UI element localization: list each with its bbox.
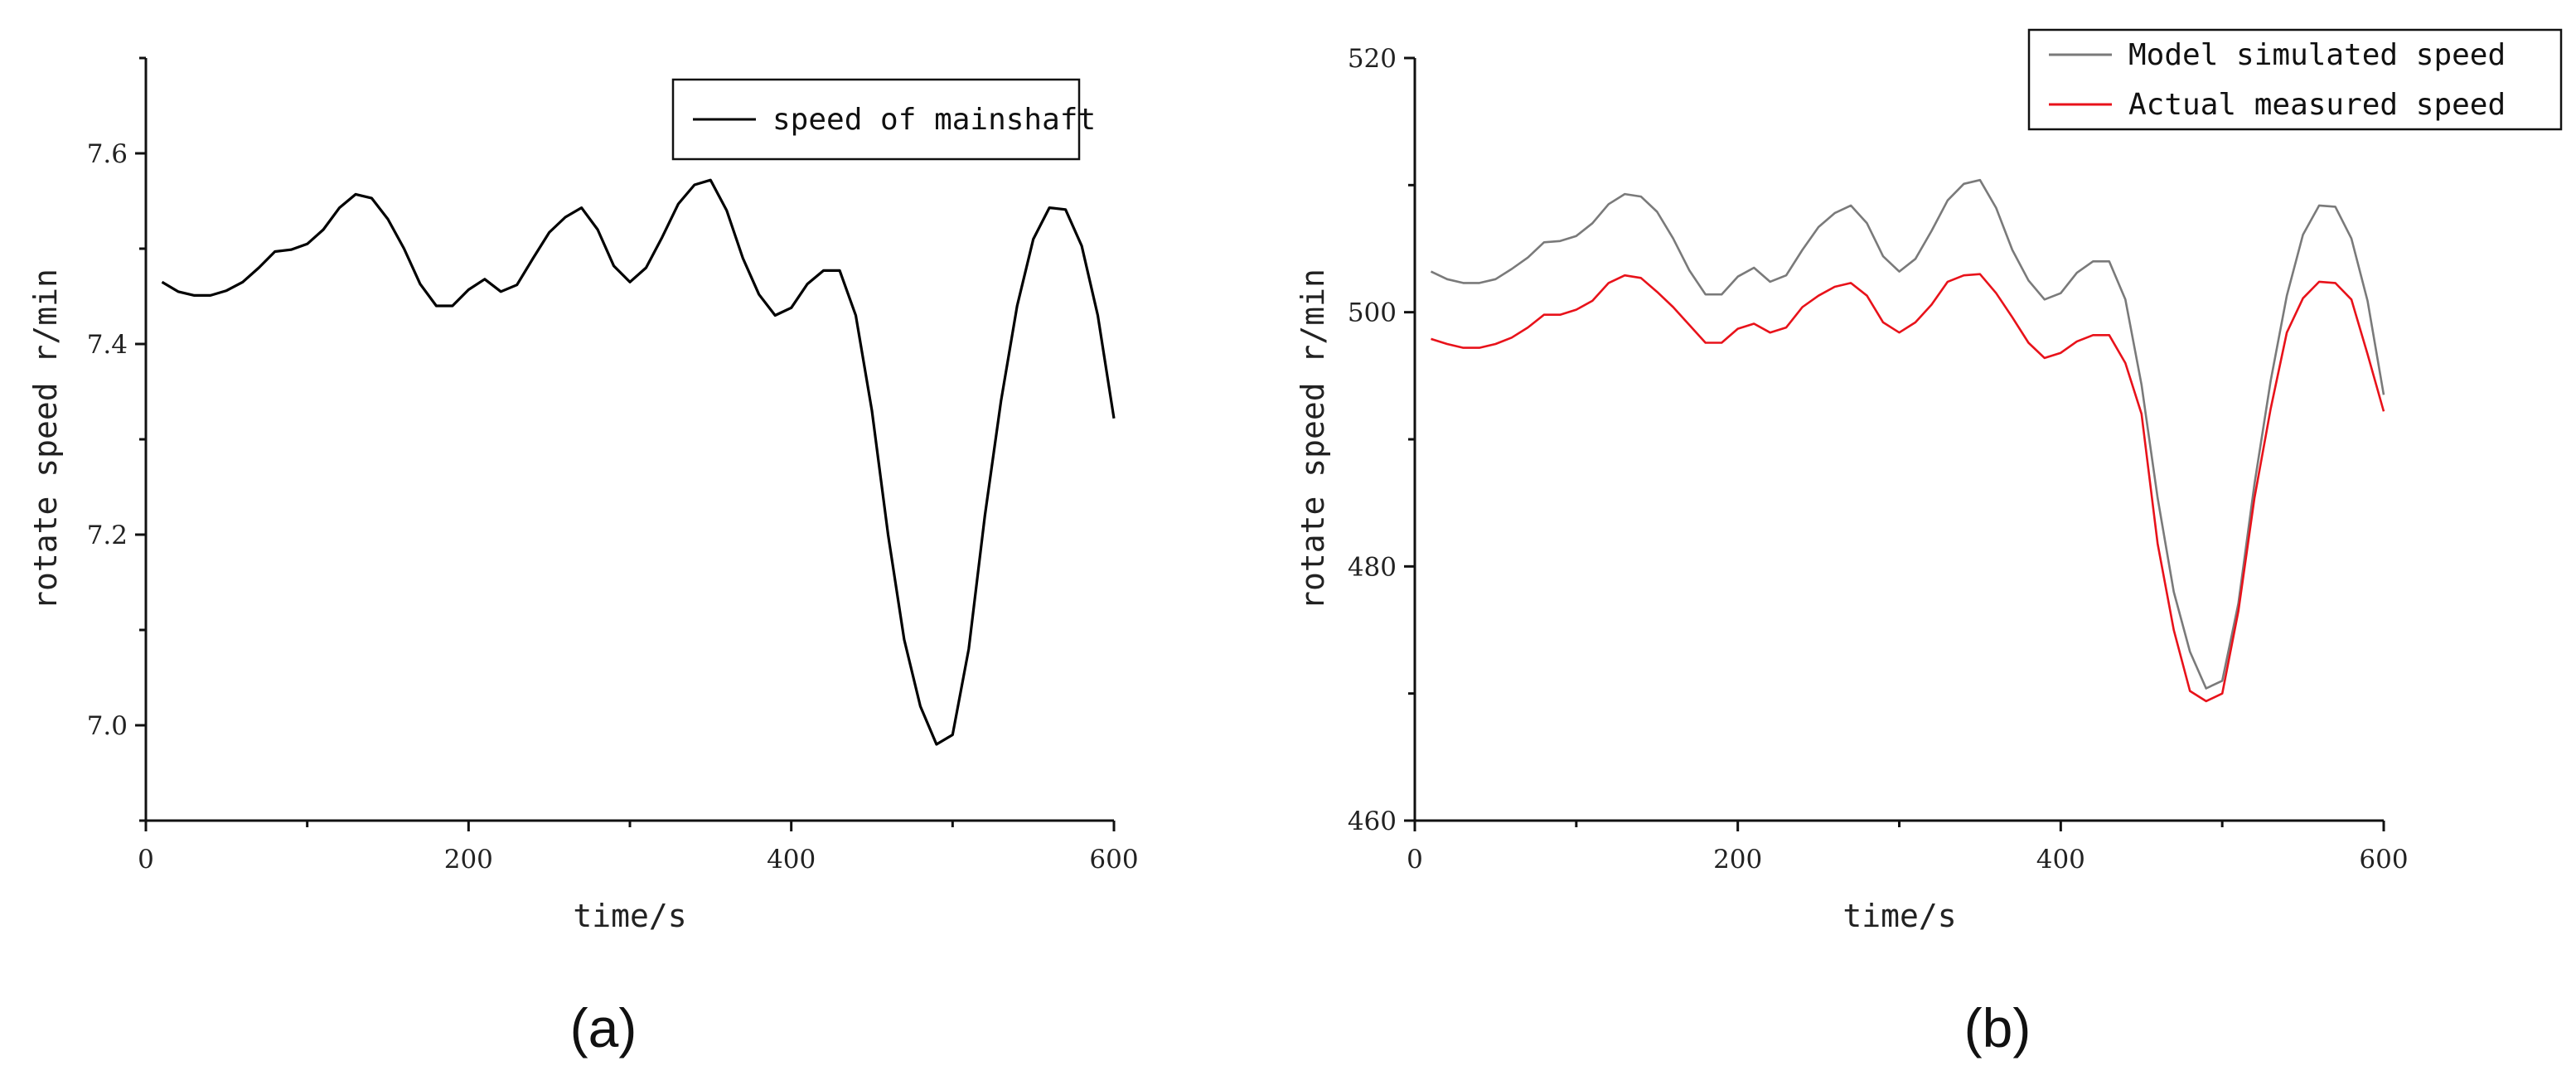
x-tick-label-a: 400 [767,845,816,874]
x-tick-label-a: 600 [1089,845,1138,874]
axes-a [135,56,1116,831]
chart-panel-a: 0 200 400 600 7.0 7.2 7.4 7.6 time/s rotate spe… [27,56,1139,1059]
tick-labels-b: 0 200 400 600 460 480 500 520 [1348,44,2409,874]
y-tick-label-a: 7.4 [87,330,128,360]
x-tick-label-a: 200 [444,845,493,874]
x-axis-title-b: time/s [1842,898,1956,934]
tick-labels-a: 0 200 400 600 7.0 7.2 7.4 7.6 [87,139,1139,874]
panel-label-b: (b) [1964,997,2031,1059]
x-tick-label-b: 200 [1713,845,1762,874]
y-axis-title-a: rotate speed r/min [27,269,64,610]
chart-panel-b: 0 200 400 600 460 480 500 520 time/s rotate spe… [1295,28,2563,1059]
plot-lines-a [161,178,1116,746]
y-tick-label-b: 520 [1348,44,1397,74]
x-axis-title-a: time/s [573,898,686,934]
x-tick-label-b: 600 [2359,845,2408,874]
legend-a: speed of mainshaft [671,78,1096,161]
y-tick-label-b: 460 [1348,807,1397,836]
x-tick-label-a: 0 [138,845,154,874]
x-tick-label-b: 0 [1407,845,1423,874]
y-tick-label-a: 7.0 [87,711,128,741]
y-tick-label-a: 7.6 [87,139,128,169]
axes-b [1404,56,2385,831]
y-axis-title-b: rotate speed r/min [1295,269,1331,610]
legend-label-b-1: Model simulated speed [2128,38,2506,72]
y-tick-label-b: 480 [1348,552,1397,582]
series-line-b-2 [1431,273,2385,703]
legend-box-b [2027,28,2563,131]
series-line-b-1 [1430,178,2385,690]
y-tick-label-a: 7.2 [87,521,128,550]
series-line-a-1 [161,178,1116,746]
legend-box-a [671,78,1081,161]
legend-label-b-2: Actual measured speed [2128,88,2506,122]
legend-b: Model simulated speed Actual measured spe… [2027,28,2563,131]
x-tick-label-b: 400 [2036,845,2085,874]
legend-label-a-1: speed of mainshaft [772,103,1096,137]
panel-label-a: (a) [570,997,637,1059]
plot-lines-b [1430,178,2385,703]
y-tick-label-b: 500 [1348,298,1397,328]
